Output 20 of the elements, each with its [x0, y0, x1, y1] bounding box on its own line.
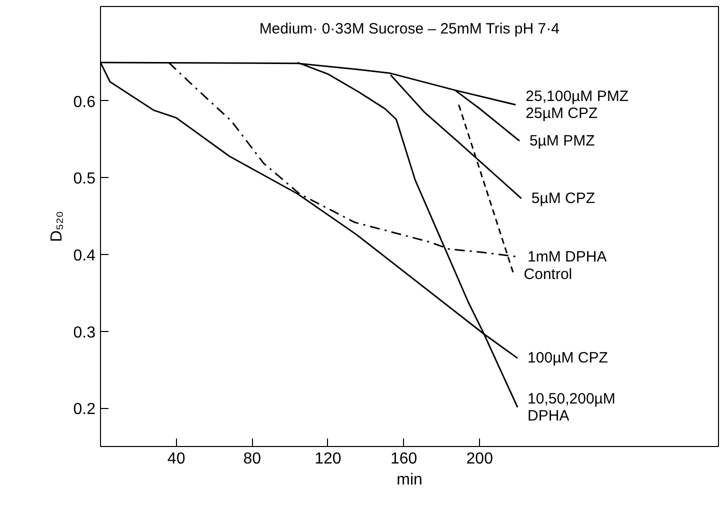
y-tick-label: 0.4: [73, 248, 96, 265]
x-axis-title: min: [396, 472, 422, 488]
y-tick-label: 0.5: [73, 170, 96, 188]
x-tick-label: 40: [167, 450, 186, 468]
y-tick-label: 0.2: [73, 401, 96, 418]
x-tick-label: 160: [390, 450, 418, 468]
y-tick-label: 0.3: [73, 324, 96, 342]
x-tick-label: 120: [314, 450, 342, 468]
series-label: 100µM CPZ: [528, 350, 608, 367]
y-tick-label: 0.6: [73, 94, 96, 111]
series-label: 5µM CPZ: [531, 190, 596, 207]
series-label: 10,50,200µM DPHA: [528, 390, 616, 424]
text: Medium· 0·33M Sucrose – 25mM Tris pH 7·4: [259, 20, 560, 38]
y-axis-title: D₅₂₀: [48, 211, 66, 242]
x-tick-label: 200: [466, 450, 494, 468]
series-label: 5µM PMZ: [529, 132, 595, 150]
series-label: 1mM DPHA: [528, 248, 607, 266]
series-label: 25,100µM PMZ 25µM CPZ: [526, 88, 629, 122]
x-tick-label: 80: [243, 450, 262, 468]
series-label: Control: [524, 266, 572, 283]
